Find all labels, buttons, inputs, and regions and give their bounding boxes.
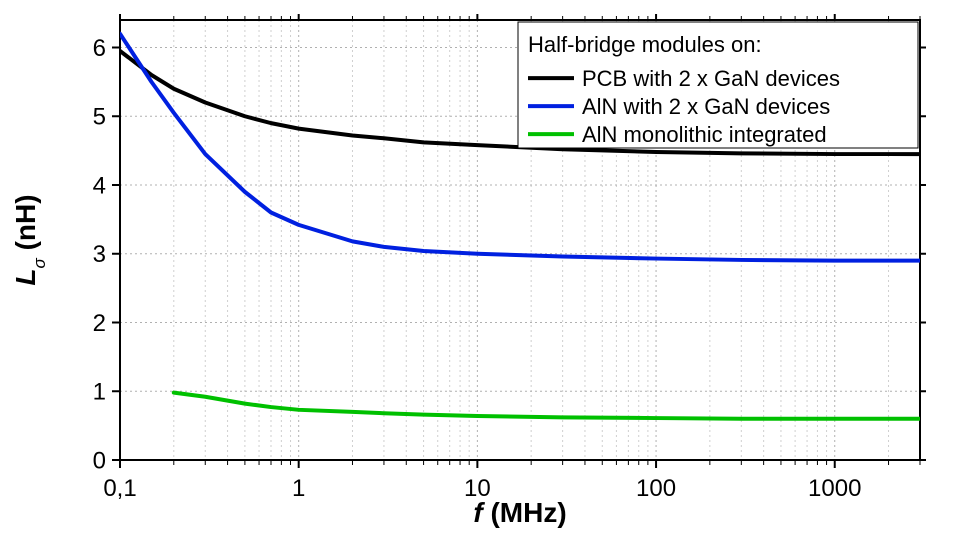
y-tick-label: 3 <box>93 241 106 268</box>
chart-svg: 0,111010010000123456f (MHz)Lσ (nH)Half-b… <box>0 0 960 540</box>
x-tick-label: 1000 <box>808 475 861 502</box>
legend-title: Half-bridge modules on: <box>528 32 762 57</box>
y-tick-label: 2 <box>93 310 106 337</box>
x-tick-label: 0,1 <box>103 475 136 502</box>
x-axis-label: f (MHz) <box>473 497 566 528</box>
y-tick-label: 0 <box>93 447 106 474</box>
legend-item-label: AlN with 2 x GaN devices <box>582 94 830 119</box>
chart-container: 0,111010010000123456f (MHz)Lσ (nH)Half-b… <box>0 0 960 540</box>
y-tick-label: 1 <box>93 379 106 406</box>
y-tick-label: 6 <box>93 35 106 62</box>
y-tick-label: 4 <box>93 172 106 199</box>
legend-item-label: PCB with 2 x GaN devices <box>582 66 840 91</box>
y-tick-label: 5 <box>93 104 106 131</box>
legend-item-label: AlN monolithic integrated <box>582 122 827 147</box>
x-tick-label: 100 <box>636 475 676 502</box>
x-tick-label: 1 <box>292 475 305 502</box>
